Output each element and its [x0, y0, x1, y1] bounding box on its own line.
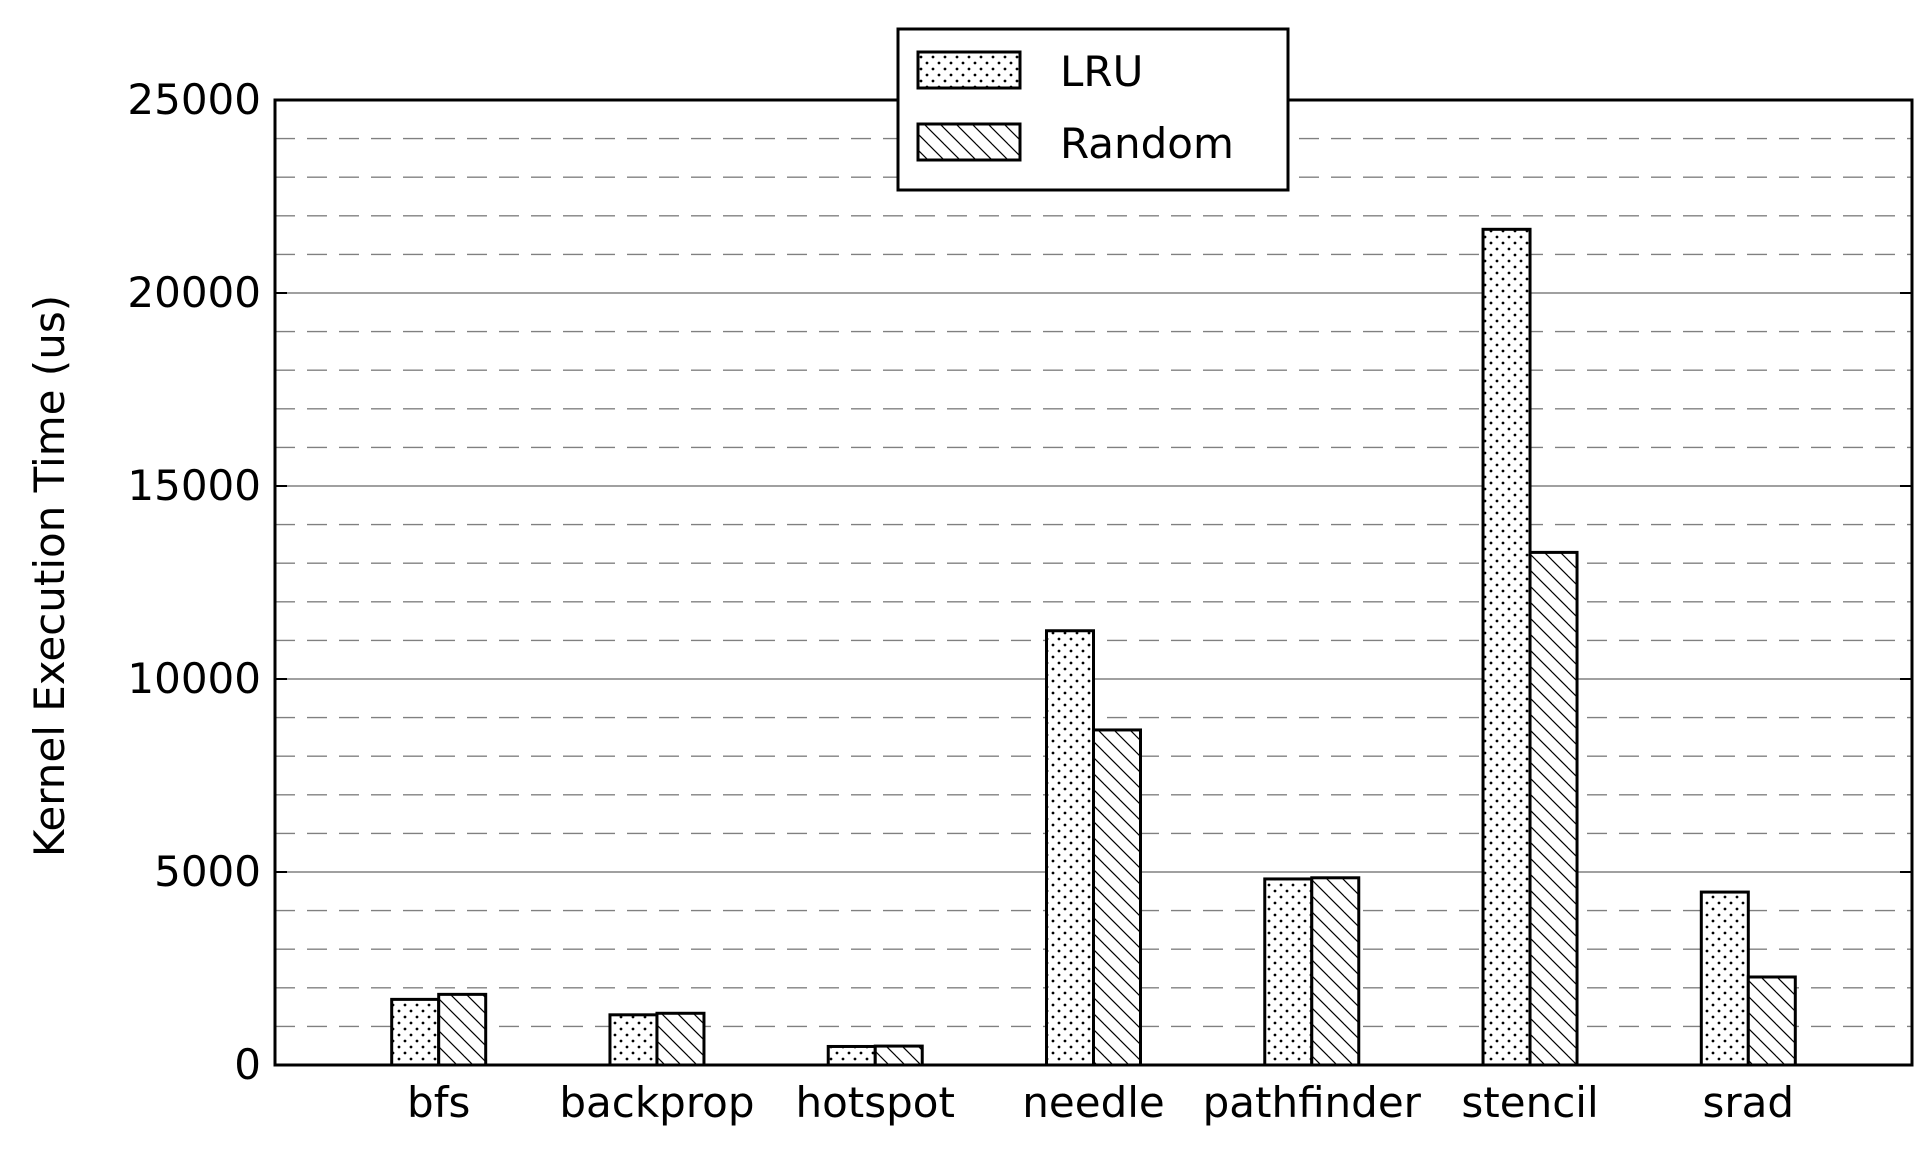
- y-tick-label: 5000: [154, 847, 261, 896]
- bar-lru-srad: [1699, 890, 1750, 1067]
- x-tick-label: backprop: [559, 1078, 754, 1127]
- bar-groups: [390, 227, 1797, 1067]
- x-tick-label: stencil: [1461, 1078, 1598, 1127]
- y-tick-label: 20000: [127, 268, 261, 317]
- x-tick-label: srad: [1703, 1078, 1795, 1127]
- bar-random-pathfinder: [1310, 876, 1361, 1067]
- x-tick-label: needle: [1022, 1078, 1164, 1127]
- bar-lru-needle: [1045, 629, 1095, 1067]
- bar-random-hotspot: [873, 1044, 924, 1067]
- bar-lru-hotspot: [826, 1044, 877, 1067]
- legend-label-random: Random: [1060, 119, 1234, 168]
- x-tick-label: bfs: [407, 1078, 470, 1127]
- x-tick-label: hotspot: [795, 1078, 955, 1127]
- legend: LRU Random: [896, 27, 1290, 192]
- y-tick-label: 0: [234, 1040, 261, 1089]
- bar-group-hotspot: [826, 1044, 924, 1067]
- bar-random-bfs: [437, 992, 488, 1067]
- bar-random-backprop: [655, 1011, 706, 1067]
- legend-swatch-random: [916, 122, 1022, 162]
- y-tick-label: 15000: [127, 461, 261, 510]
- bar-lru-pathfinder: [1263, 877, 1314, 1067]
- bar-group-needle: [1045, 629, 1142, 1067]
- legend-label-lru: LRU: [1060, 47, 1143, 96]
- bar-random-stencil: [1528, 550, 1579, 1067]
- bar-random-srad: [1746, 975, 1797, 1067]
- bar-group-bfs: [390, 992, 488, 1067]
- bar-lru-backprop: [608, 1013, 659, 1067]
- bar-group-pathfinder: [1263, 876, 1361, 1067]
- bar-group-stencil: [1481, 227, 1579, 1067]
- bar-lru-bfs: [390, 997, 441, 1067]
- bar-group-srad: [1699, 890, 1797, 1067]
- axis-ticks: 0 5000 10000 15000 20000 25000 bfs backprop hots…: [127, 75, 1912, 1127]
- y-tick-label: 25000: [127, 75, 261, 124]
- x-tick-label: pathfinder: [1203, 1078, 1422, 1127]
- y-tick-label: 10000: [127, 654, 261, 703]
- bar-random-needle: [1092, 728, 1142, 1067]
- y-axis-title: Kernel Execution Time (us): [25, 295, 74, 857]
- bar-lru-stencil: [1481, 227, 1532, 1067]
- legend-swatch-lru: [916, 50, 1022, 90]
